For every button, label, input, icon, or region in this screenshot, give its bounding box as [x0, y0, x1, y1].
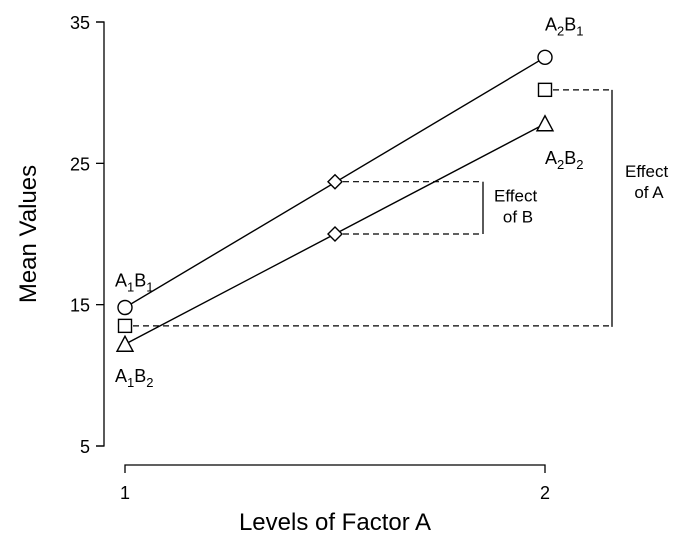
x-tick-label: 1 — [120, 483, 130, 503]
point-label: A2B1 — [545, 14, 584, 38]
label-letter: B — [134, 270, 146, 290]
marker-b1-a2 — [537, 49, 553, 66]
y-tick-label: 5 — [80, 437, 90, 457]
label-letter: B — [564, 148, 576, 168]
effect-of-a-line1: Effect — [625, 162, 668, 181]
label-letter: A — [115, 270, 127, 290]
effect-of-a-line2: of A — [634, 183, 664, 202]
label-letter: A — [545, 148, 557, 168]
effect-of-b-line1: Effect — [494, 187, 537, 206]
y-tick-label: 15 — [70, 296, 90, 316]
x-axis-title: Levels of Factor A — [239, 509, 431, 536]
markers — [115, 49, 555, 352]
series-lines — [124, 56, 546, 345]
effect-brackets — [482, 89, 613, 327]
effect-of-a-label: Effect of A — [625, 162, 673, 202]
dashed-guides — [133, 89, 612, 327]
label-subscript: 2 — [557, 23, 564, 38]
label-letter: B — [564, 14, 576, 34]
effect-of-b-label: Effect of B — [494, 187, 542, 227]
label-letter: A — [115, 366, 127, 386]
label-subscript: 2 — [576, 157, 583, 172]
y-tick-label: 35 — [70, 13, 90, 33]
label-letter: A — [545, 14, 557, 34]
label-subscript: 1 — [127, 375, 134, 390]
x-tick-label: 2 — [540, 483, 550, 503]
label-subscript: 1 — [127, 279, 134, 294]
y-tick-label: 25 — [70, 154, 90, 174]
marginal-mean-b1 — [327, 173, 343, 190]
y-ticks: 5 15 25 35 — [70, 13, 104, 457]
marker-b2-a1 — [115, 334, 135, 352]
point-label: A1B1 — [115, 270, 154, 294]
marker-b1-a1 — [117, 299, 133, 316]
label-letter: B — [134, 366, 146, 386]
marginal-mean-a2 — [537, 82, 553, 98]
label-subscript: 1 — [146, 279, 153, 294]
effect-of-b-line2: of B — [503, 208, 533, 227]
marginal-mean-a1 — [117, 318, 133, 334]
label-subscript: 2 — [146, 375, 153, 390]
point-label: A1B2 — [115, 366, 154, 390]
label-subscript: 1 — [576, 23, 583, 38]
label-subscript: 2 — [557, 157, 564, 172]
marginal-mean-b2 — [327, 226, 343, 242]
marker-b2-a2 — [535, 114, 555, 132]
y-axis-title: Mean Values — [15, 165, 42, 303]
point-label: A2B2 — [545, 148, 584, 172]
x-axis — [124, 464, 546, 473]
y-axis — [96, 21, 105, 447]
